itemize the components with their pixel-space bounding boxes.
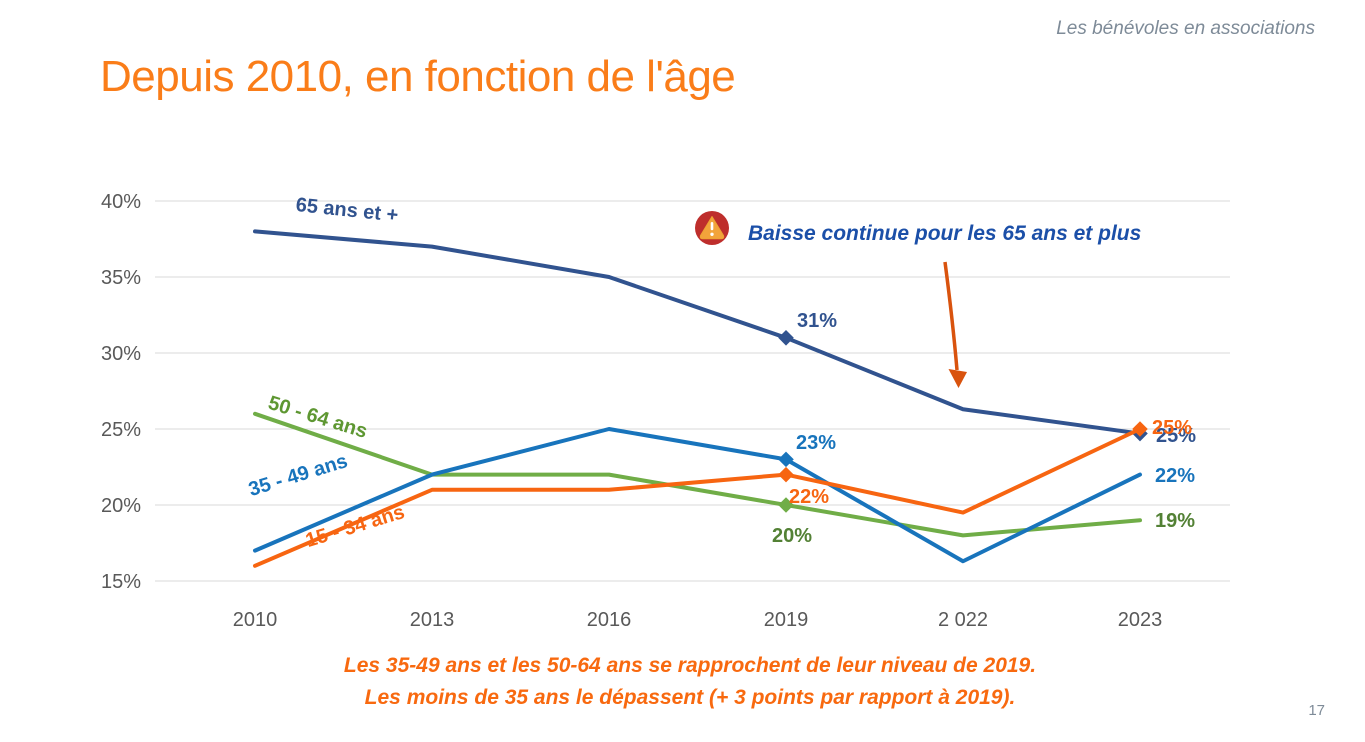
series-line-50---64-ans (253, 411, 1142, 538)
deck-header-text: Les bénévoles en associations (1056, 18, 1315, 39)
series-label: 50 - 64 ans (265, 392, 370, 443)
y-axis-tick-label: 35% (101, 267, 141, 289)
series-label: 65 ans et + (294, 194, 400, 227)
data-label: 20% (772, 525, 813, 547)
page-number: 17 (1308, 702, 1325, 719)
series-line-35---49-ans (253, 427, 1142, 564)
y-axis-tick-label: 30% (101, 343, 141, 365)
data-label: 19% (1155, 510, 1196, 533)
data-label: 25% (1156, 424, 1197, 447)
footer-line-1: Les 35-49 ans et les 50-64 ans se rappro… (343, 654, 1037, 677)
x-axis-tick-label: 2023 (1118, 609, 1163, 631)
y-axis-tick-label: 15% (101, 571, 141, 593)
data-label: 25% (1152, 417, 1193, 439)
annotation-text: Baisse continue pour les 65 ans et plus (748, 222, 1142, 245)
data-label: 31% (797, 309, 838, 332)
footer-line-2: Les moins de 35 ans le dépassent (+ 3 po… (364, 686, 1016, 709)
page-title: Depuis 2010, en fonction de l'âge (100, 52, 736, 101)
warning-icon (694, 210, 730, 246)
footer-note: Les 35-49 ans et les 50-64 ans se rappro… (150, 650, 1230, 714)
series-label: 35 - 49 ans (246, 450, 351, 502)
x-axis-tick-label: 2 022 (938, 609, 988, 631)
data-label: 22% (1155, 464, 1196, 487)
x-axis-tick-label: 2019 (764, 609, 809, 631)
series-label: 15 - 34 ans (303, 501, 408, 553)
series-line-65-ans-et-+ (253, 229, 1142, 436)
x-axis-tick-label: 2016 (587, 609, 632, 631)
x-axis-tick-label: 2013 (410, 609, 455, 631)
data-point-marker (1132, 421, 1148, 437)
y-axis-tick-label: 20% (101, 495, 141, 517)
series-line-15---34-ans (253, 427, 1142, 568)
y-axis-tick-label: 25% (101, 419, 141, 441)
x-axis-tick-label: 2010 (233, 609, 278, 631)
data-label: 22% (789, 485, 830, 508)
data-label: 23% (796, 432, 837, 455)
y-axis-tick-label: 40% (101, 191, 141, 213)
